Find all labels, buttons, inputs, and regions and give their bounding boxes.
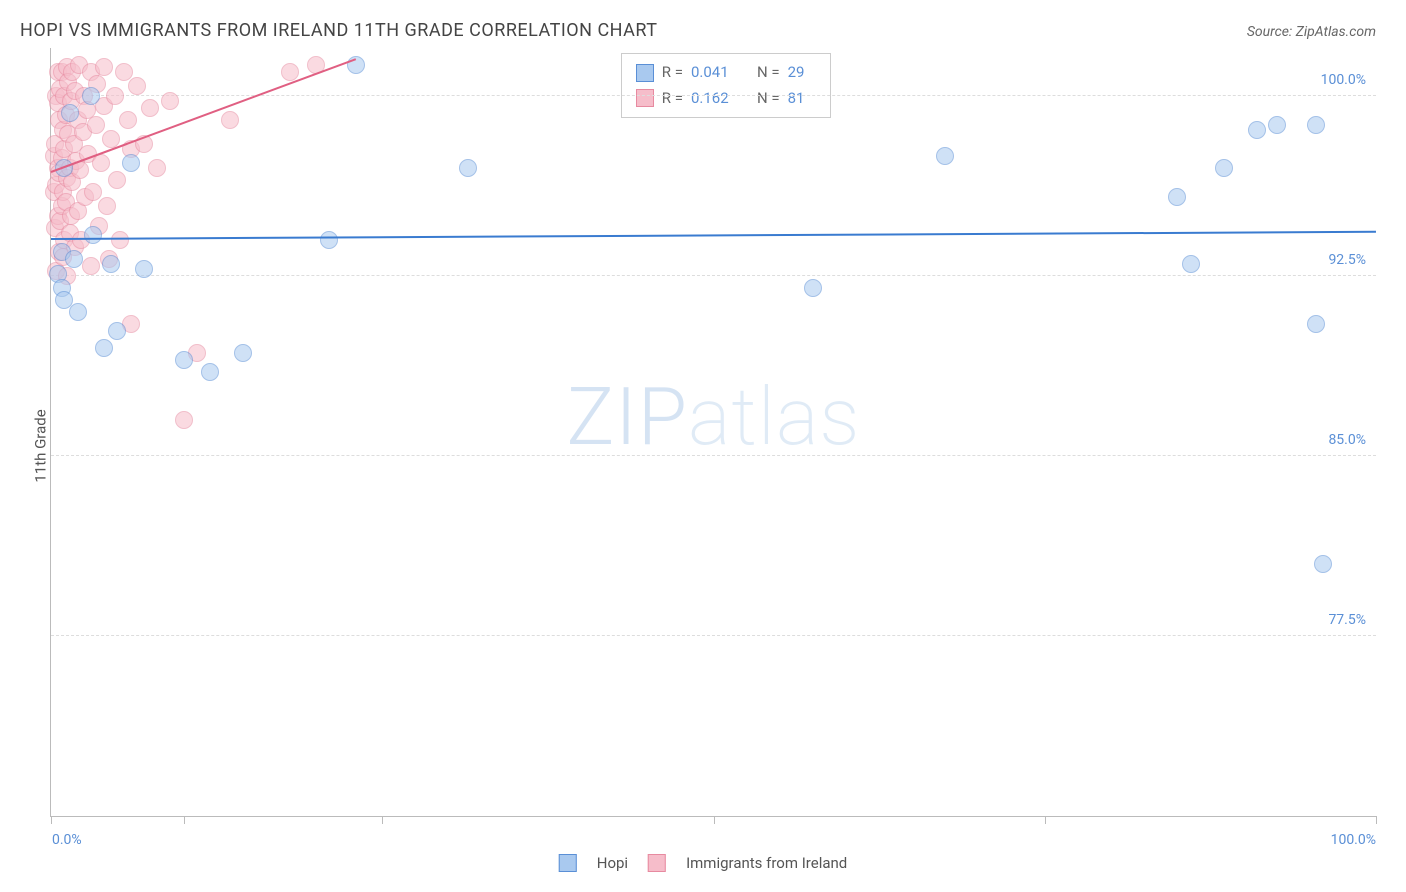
data-point [148,159,166,177]
n-value: 29 [788,60,816,86]
data-point [459,159,477,177]
legend-swatch [559,854,577,872]
scatter-plot: ZIPatlas R = 0.041 N = 29 R = 0.162 N = 81 77.5… [50,48,1376,817]
series-legend: Hopi Immigrants from Ireland [559,854,848,872]
data-point [1307,116,1325,134]
data-point [201,363,219,381]
data-point [65,250,83,268]
legend-label: Immigrants from Ireland [686,854,847,872]
x-axis-min-label: 0.0% [52,832,82,848]
chart-title: HOPI VS IMMIGRANTS FROM IRELAND 11TH GRA… [20,20,658,41]
y-tick-label: 92.5% [1326,252,1368,268]
data-point [1268,116,1286,134]
data-point [87,116,105,134]
y-tick-label: 77.5% [1326,612,1368,628]
gridline [51,635,1376,636]
data-point [111,231,129,249]
source-credit: Source: ZipAtlas.com [1247,24,1376,40]
gridline [51,95,1376,96]
n-label: N = [757,86,780,112]
data-point [1182,255,1200,273]
watermark: ZIPatlas [566,370,860,464]
data-point [95,339,113,357]
y-tick-label: 100.0% [1319,72,1368,88]
correlation-legend: R = 0.041 N = 29 R = 0.162 N = 81 [621,53,831,118]
data-point [102,255,120,273]
n-value: 81 [788,86,816,112]
data-point [1314,555,1332,573]
x-tick [51,816,52,824]
trend-line [51,231,1376,240]
data-point [1248,121,1266,139]
y-tick-label: 85.0% [1326,432,1368,448]
r-label: R = [662,60,683,86]
data-point [234,344,252,362]
r-label: R = [662,86,683,112]
data-point [82,87,100,105]
data-point [98,197,116,215]
data-point [115,63,133,81]
legend-row: R = 0.162 N = 81 [636,86,816,112]
x-tick [1045,816,1046,824]
n-label: N = [757,60,780,86]
data-point [61,104,79,122]
gridline [51,455,1376,456]
data-point [84,226,102,244]
x-tick [382,816,383,824]
x-tick [1376,816,1377,824]
r-value: 0.162 [691,86,743,112]
gridline [51,275,1376,276]
data-point [69,303,87,321]
data-point [1168,188,1186,206]
data-point [221,111,239,129]
legend-swatch [648,854,666,872]
legend-label: Hopi [597,854,628,872]
data-point [320,231,338,249]
data-point [95,58,113,76]
data-point [1215,159,1233,177]
x-tick [184,816,185,824]
data-point [135,260,153,278]
data-point [92,154,110,172]
legend-row: R = 0.041 N = 29 [636,60,816,86]
y-axis-label: 11th Grade [32,409,50,482]
x-axis-max-label: 100.0% [1331,832,1376,848]
data-point [175,351,193,369]
data-point [82,257,100,275]
data-point [128,77,146,95]
data-point [84,183,102,201]
data-point [281,63,299,81]
r-value: 0.041 [691,60,743,86]
data-point [119,111,137,129]
data-point [106,87,124,105]
data-point [804,279,822,297]
x-tick [714,816,715,824]
data-point [141,99,159,117]
legend-swatch [636,64,654,82]
data-point [175,411,193,429]
data-point [122,154,140,172]
data-point [936,147,954,165]
data-point [108,322,126,340]
data-point [161,92,179,110]
data-point [1307,315,1325,333]
data-point [108,171,126,189]
legend-swatch [636,89,654,107]
